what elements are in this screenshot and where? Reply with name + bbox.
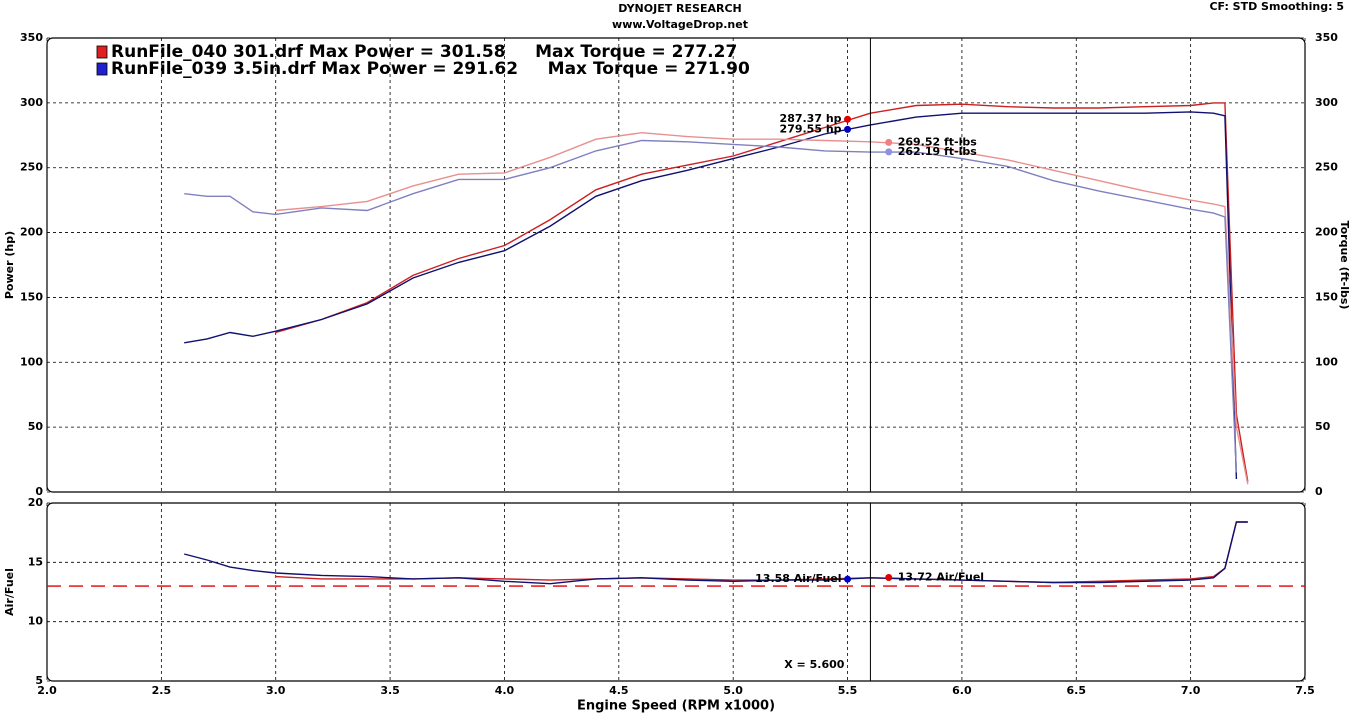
y2-tick-label: 250 — [1315, 161, 1338, 174]
x-tick-label: 5.5 — [838, 684, 858, 697]
marker-label: 262.19 ft-lbs — [898, 145, 978, 158]
x-tick-label: 4.0 — [495, 684, 515, 697]
y2-tick-label: 200 — [1315, 226, 1338, 239]
y-tick-label: 100 — [20, 355, 43, 368]
chart-title: DYNOJET RESEARCH — [618, 2, 741, 15]
y-axis-title: Air/Fuel — [3, 568, 16, 616]
marker-point — [844, 575, 852, 583]
marker-label: 269.52 ft-lbs — [898, 135, 978, 148]
marker-label: 279.55 hp — [780, 122, 842, 135]
y-tick-label: 10 — [28, 615, 44, 628]
y2-tick-label: 0 — [1315, 485, 1323, 498]
legend-swatch — [96, 62, 108, 76]
marker-point — [844, 125, 852, 133]
series-line — [275, 131, 1249, 485]
y-axis-title: Power (hp) — [3, 231, 16, 299]
marker-label: 13.72 Air/Fuel — [898, 571, 984, 584]
x-tick-label: 5.0 — [723, 684, 743, 697]
series-line — [184, 111, 1238, 480]
y-tick-label: 350 — [20, 31, 43, 44]
plot-frame — [46, 502, 1306, 682]
plot-frame — [46, 37, 1306, 493]
legend-label: RunFile_039 3.5in.drf Max Power = 291.62… — [111, 59, 750, 79]
y2-tick-label: 50 — [1315, 420, 1331, 433]
y-tick-label: 300 — [20, 96, 43, 109]
x-tick-label: 3.5 — [380, 684, 400, 697]
y2-tick-label: 100 — [1315, 355, 1338, 368]
x-tick-label: 4.5 — [609, 684, 629, 697]
y-tick-label: 0 — [35, 485, 43, 498]
marker-point — [844, 115, 852, 123]
x-tick-label: 7.0 — [1181, 684, 1201, 697]
y-tick-label: 150 — [20, 290, 43, 303]
x-tick-label: 2.5 — [152, 684, 172, 697]
y-tick-label: 200 — [20, 226, 43, 239]
y2-tick-label: 350 — [1315, 31, 1338, 44]
x-tick-label: 6.0 — [952, 684, 972, 697]
marker-label: 13.58 Air/Fuel — [755, 572, 841, 585]
marker-point — [885, 138, 893, 146]
y2-tick-label: 150 — [1315, 290, 1338, 303]
x-tick-label: 2.0 — [37, 684, 57, 697]
y-tick-label: 15 — [28, 555, 43, 568]
x-axis-title: Engine Speed (RPM x1000) — [577, 699, 775, 714]
y-tick-label: 250 — [20, 161, 43, 174]
chart-subtitle: www.VoltageDrop.net — [612, 18, 748, 31]
series-line — [184, 521, 1248, 585]
marker-point — [885, 148, 893, 156]
x-tick-label: 7.5 — [1295, 684, 1315, 697]
x-tick-label: 3.0 — [266, 684, 286, 697]
y-tick-label: 20 — [28, 496, 44, 509]
marker-label: 287.37 hp — [780, 112, 842, 125]
y-tick-label: 5 — [35, 674, 43, 687]
y2-tick-label: 300 — [1315, 96, 1338, 109]
x-tick-label: 6.5 — [1067, 684, 1087, 697]
y-tick-label: 50 — [28, 420, 44, 433]
series-line — [184, 139, 1238, 473]
settings-note: CF: STD Smoothing: 5 — [1209, 0, 1344, 13]
marker-point — [885, 574, 893, 582]
y2-axis-title: Torque (ft-lbs) — [1338, 221, 1351, 310]
legend-swatch — [96, 45, 108, 59]
series-line — [275, 102, 1249, 482]
legend-label: RunFile_040 301.drf Max Power = 301.58 M… — [111, 42, 737, 62]
cursor-label: X = 5.600 — [784, 658, 844, 671]
